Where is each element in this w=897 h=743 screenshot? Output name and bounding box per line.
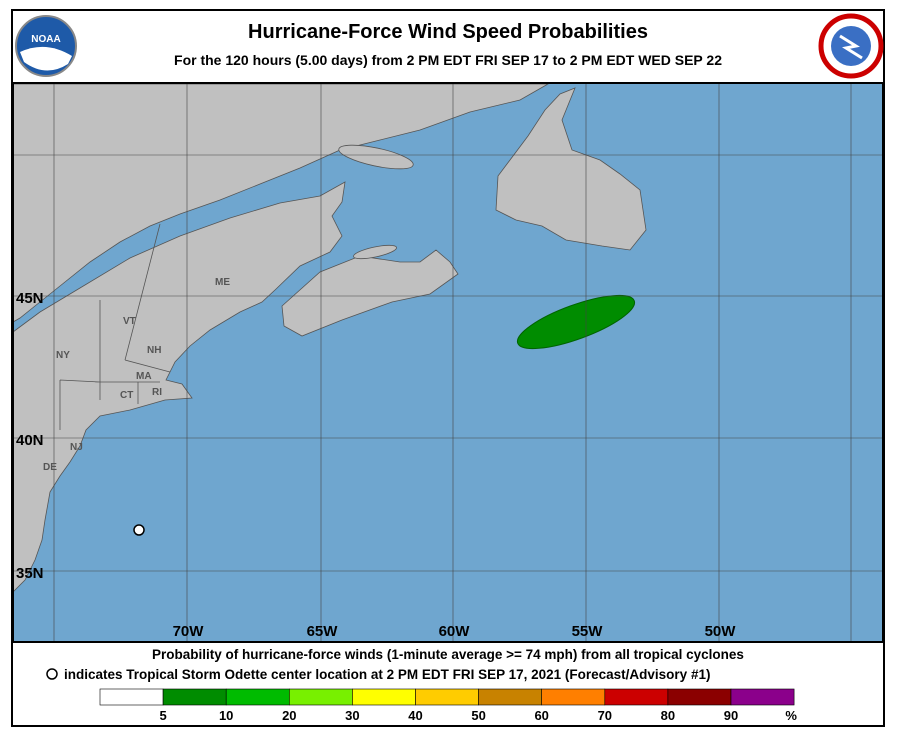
map [12,83,883,642]
borders [59,223,171,430]
land [338,144,414,170]
title: Hurricane-Force Wind Speed Probabilities [248,21,648,43]
land [12,181,346,593]
legend-label: 5 [159,708,166,723]
legend-swatch [225,688,290,706]
lat-label: 45N [16,290,44,307]
legend-unit: % [785,708,797,723]
state-label: ME [215,277,230,288]
state-label: RI [152,387,162,398]
legend-label: 20 [282,708,296,723]
footer-line1: Probability of hurricane-force winds (1-… [152,647,744,662]
probability-area [516,294,636,350]
state-label: DE [43,462,57,473]
noaa-logo: NOAA [15,15,77,77]
legend-swatch [415,688,479,706]
state-label: NY [56,350,70,361]
lat-label: 40N [16,432,44,449]
legend-label: 50 [471,708,485,723]
state-label: NH [147,345,161,356]
state-label: VT [123,316,136,327]
legend-swatch [730,688,795,706]
legend-label: 10 [219,708,233,723]
map-border [12,82,884,643]
lon-label: 55W [572,623,604,640]
legend-label: 30 [345,708,359,723]
state-label: CT [120,390,133,401]
nws-logo [818,13,884,79]
legend-swatch [604,688,669,706]
lon-label: 60W [439,623,471,640]
state-label: MA [136,371,152,382]
legend-label: 80 [661,708,675,723]
legend-label: 40 [408,708,422,723]
land [353,244,397,260]
legend-swatch [478,688,543,706]
legend-label: 70 [598,708,612,723]
state-label: NJ [70,442,83,453]
legend-swatch [99,688,164,706]
lon-label: 50W [705,623,737,640]
legend-swatch [352,688,416,706]
footer-line2: indicates Tropical Storm Odette center l… [64,667,710,682]
logo-text: NOAA [31,34,60,45]
land [12,83,550,323]
legend-storm-symbol [46,668,58,680]
legend-swatch [162,688,227,706]
lon-label: 65W [307,623,339,640]
lon-label: 70W [173,623,205,640]
legend-label: 60 [534,708,548,723]
storm-location [133,524,145,536]
land [495,87,647,251]
legend-label: 90 [724,708,738,723]
lat-label: 35N [16,565,44,582]
legend-swatch [288,688,353,706]
legend-swatch [541,688,606,706]
legend-swatch [667,688,732,706]
subtitle: For the 120 hours (5.00 days) from 2 PM … [174,52,722,68]
